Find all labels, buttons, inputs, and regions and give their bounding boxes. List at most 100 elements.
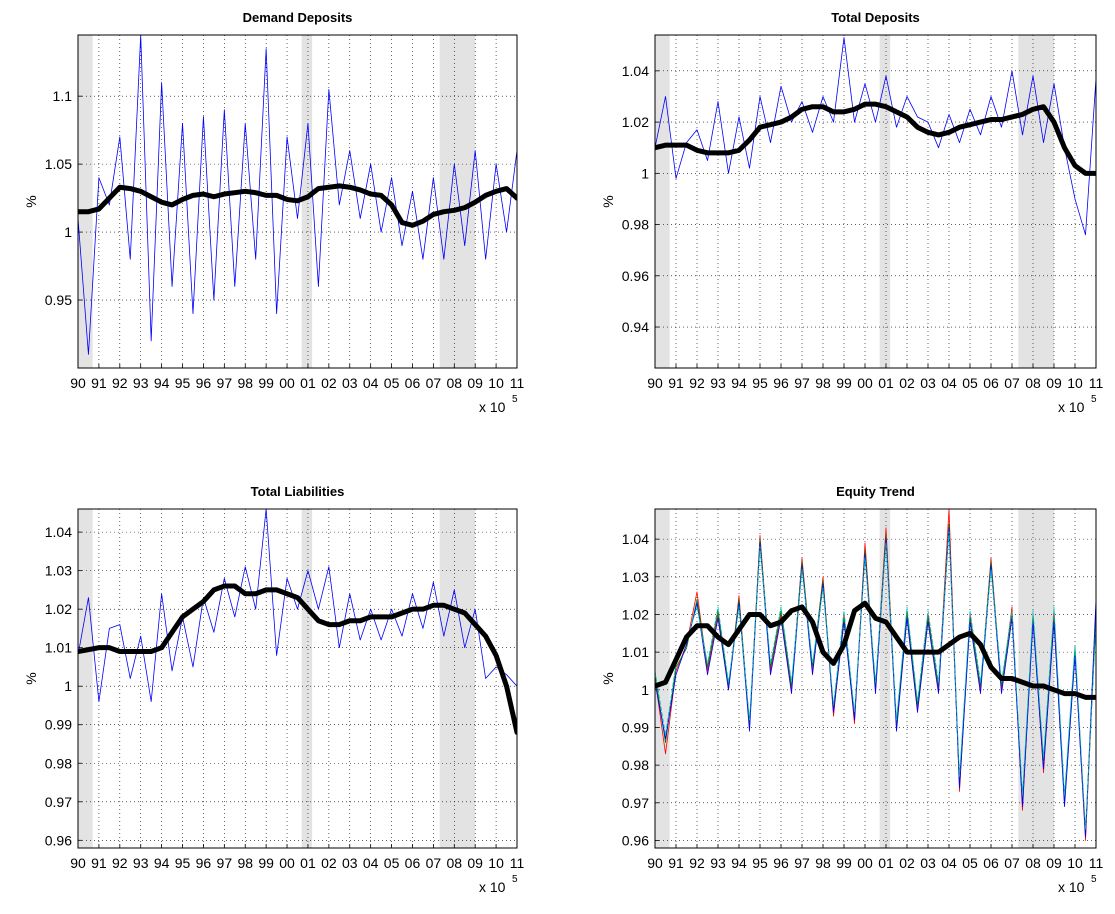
x-scale-exponent: 5	[512, 394, 518, 405]
x-tick-label: 97	[217, 855, 233, 871]
subplot: 90 91 92 93 94 95 96 97 98 99 00 01 02 03 04 05 06 07 08 09…	[23, 484, 524, 895]
x-tick-label: 02	[321, 855, 337, 871]
y-tick-label: 0.98	[622, 757, 649, 773]
y-tick-label: 1.03	[622, 569, 649, 585]
x-scale-exponent: 5	[512, 874, 518, 885]
x-tick-label: 93	[710, 855, 726, 871]
x-tick-label: 10	[488, 855, 504, 871]
y-tick-label: 1.04	[45, 524, 72, 540]
x-scale-label: x 10	[1058, 399, 1085, 415]
x-tick-label: 90	[647, 375, 663, 391]
y-tick-label: 1.03	[45, 563, 72, 579]
series-line	[655, 531, 1096, 830]
x-tick-label: 94	[731, 375, 747, 391]
y-tick-label: 1.05	[45, 156, 72, 172]
x-tick-label: 92	[689, 375, 705, 391]
x-tick-label: 11	[510, 855, 525, 871]
x-tick-label: 98	[815, 855, 831, 871]
x-tick-label: 11	[510, 375, 525, 391]
y-tick-label: 0.99	[45, 717, 72, 733]
x-tick-label: 06	[983, 375, 999, 391]
x-tick-label: 96	[196, 375, 212, 391]
chart-title: Total Deposits	[831, 10, 920, 25]
recession-band	[655, 35, 670, 368]
x-tick-label: 03	[920, 375, 936, 391]
x-tick-label: 94	[154, 375, 170, 391]
recession-band	[1018, 509, 1054, 848]
x-tick-label: 00	[857, 855, 873, 871]
x-tick-label: 04	[363, 375, 379, 391]
x-tick-label: 01	[300, 855, 316, 871]
recession-band	[1018, 35, 1054, 368]
x-scale-label: x 10	[1058, 879, 1085, 895]
chart-title: Demand Deposits	[243, 10, 353, 25]
y-tick-label: 0.98	[622, 217, 649, 233]
x-tick-label: 90	[70, 375, 86, 391]
y-tick-label: 1.02	[622, 114, 649, 130]
y-tick-label: 0.95	[45, 292, 72, 308]
y-tick-label: 1	[64, 678, 72, 694]
x-tick-label: 92	[112, 855, 128, 871]
x-tick-label: 00	[279, 855, 295, 871]
x-tick-label: 93	[133, 855, 149, 871]
x-tick-label: 94	[731, 855, 747, 871]
x-tick-label: 10	[1067, 375, 1083, 391]
x-tick-label: 05	[384, 855, 400, 871]
series-line	[78, 583, 517, 735]
subplot: 90 91 92 93 94 95 96 97 98 99 00 01 02 03 04 05 06 07 08 09…	[23, 10, 524, 415]
x-tick-label: 08	[1025, 375, 1041, 391]
x-tick-label: 02	[321, 375, 337, 391]
x-tick-label: 03	[920, 855, 936, 871]
y-tick-label: 0.96	[622, 268, 649, 284]
y-tick-label: 1.01	[45, 640, 72, 656]
x-tick-label: 95	[175, 855, 191, 871]
x-tick-label: 01	[300, 375, 316, 391]
x-tick-label: 91	[668, 855, 684, 871]
series-line	[655, 527, 1096, 838]
y-tick-label: 0.97	[45, 794, 72, 810]
axes-box	[77, 34, 518, 369]
x-tick-label: 06	[405, 375, 421, 391]
y-tick-label: 0.96	[45, 832, 72, 848]
x-tick-label: 94	[154, 855, 170, 871]
x-tick-label: 99	[836, 375, 852, 391]
y-tick-label: 1.02	[622, 606, 649, 622]
series-line	[78, 183, 517, 228]
subplot: 90 91 92 93 94 95 96 97 98 99 00 01 02 03 04 05 06 07 08 09…	[600, 484, 1103, 895]
x-tick-label: 02	[899, 855, 915, 871]
subplot: 90 91 92 93 94 95 96 97 98 99 00 01 02 03 04 05 06 07 08 09…	[600, 10, 1103, 415]
x-tick-label: 05	[962, 855, 978, 871]
x-tick-label: 04	[941, 375, 957, 391]
series-line	[655, 101, 1096, 176]
y-axis-label: %	[23, 195, 39, 207]
x-scale-label: x 10	[479, 879, 506, 895]
series-line	[78, 35, 517, 355]
x-tick-label: 08	[1025, 855, 1041, 871]
x-tick-label: 98	[237, 375, 253, 391]
x-tick-label: 01	[878, 375, 894, 391]
x-tick-label: 91	[91, 855, 107, 871]
x-tick-label: 90	[647, 855, 663, 871]
x-tick-label: 91	[91, 375, 107, 391]
series-group	[78, 509, 517, 735]
x-tick-label: 96	[773, 375, 789, 391]
axes-box	[77, 508, 518, 849]
y-tick-label: 0.99	[622, 719, 649, 735]
chart-title: Equity Trend	[836, 484, 915, 499]
x-tick-label: 10	[1067, 855, 1083, 871]
x-tick-label: 08	[446, 375, 462, 391]
x-tick-label: 05	[384, 375, 400, 391]
x-tick-label: 11	[1089, 855, 1104, 871]
y-axis-label: %	[23, 672, 39, 684]
x-tick-label: 09	[1046, 375, 1062, 391]
x-tick-label: 09	[1046, 855, 1062, 871]
x-tick-label: 00	[857, 375, 873, 391]
x-tick-label: 92	[112, 375, 128, 391]
x-tick-label: 96	[196, 855, 212, 871]
y-tick-label: 1	[64, 224, 72, 240]
chart-title: Total Liabilities	[251, 484, 345, 499]
x-tick-label: 95	[752, 375, 768, 391]
series-line	[78, 509, 517, 703]
y-tick-label: 1	[641, 165, 649, 181]
